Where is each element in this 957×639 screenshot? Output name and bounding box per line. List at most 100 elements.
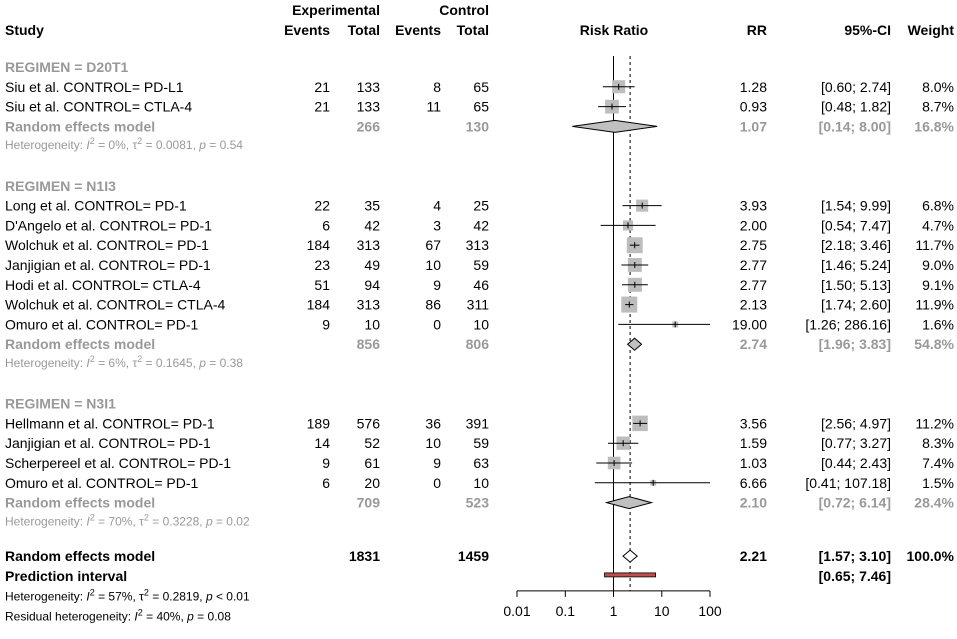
group-exp-total: 266 <box>357 118 381 134</box>
group-summary-label: Random effects model <box>5 495 155 511</box>
group-ci: [1.96; 3.83] <box>819 336 891 352</box>
study-name: Scherpereel et al. CONTROL= PD-1 <box>5 455 231 471</box>
rr-value: 2.75 <box>740 237 767 253</box>
group-diamond <box>626 337 643 351</box>
group-ctl-total: 130 <box>466 118 490 134</box>
group-exp-total: 856 <box>357 336 381 352</box>
ctl-total: 313 <box>466 237 490 253</box>
ctl-total: 59 <box>473 257 489 273</box>
group-ctl-total: 806 <box>466 336 490 352</box>
exp-events: 184 <box>307 297 331 313</box>
overall-ci: [1.57; 3.10] <box>819 548 891 564</box>
column-headers: Study Experimental Events Total Control … <box>5 2 954 38</box>
group-heterogeneity: Heterogeneity: I2 = 70%, τ2 = 0.3228, p … <box>5 512 250 528</box>
rr-value: 2.77 <box>740 277 767 293</box>
weight-value: 9.1% <box>922 277 954 293</box>
group-rr: 1.07 <box>740 118 767 134</box>
group-diamond <box>572 119 658 133</box>
exp-total: 133 <box>357 99 381 115</box>
ctl-events: 10 <box>425 257 441 273</box>
exp-events: 184 <box>307 237 331 253</box>
axis-tick-label: 0.01 <box>503 603 530 619</box>
ctl-total: 42 <box>473 217 489 233</box>
weight-value: 8.3% <box>922 435 954 451</box>
group-heterogeneity: Heterogeneity: I2 = 0%, τ2 = 0.0081, p =… <box>5 136 243 152</box>
rr-value: 19.00 <box>732 316 767 332</box>
ctl-events: 36 <box>425 415 441 431</box>
group-label: REGIMEN = D20T1 <box>5 59 129 75</box>
study-name: Janjigian et al. CONTROL= PD-1 <box>5 435 211 451</box>
reference-lines <box>613 56 631 591</box>
rr-value: 1.59 <box>740 435 767 451</box>
axis-tick-label: 1 <box>610 603 618 619</box>
exp-total: 313 <box>357 237 381 253</box>
study-name: Long et al. CONTROL= PD-1 <box>5 198 187 214</box>
ctl-total: 63 <box>473 455 489 471</box>
ctl-total: 10 <box>473 475 489 491</box>
overall-weight: 100.0% <box>907 548 955 564</box>
ctl-total: 65 <box>473 79 489 95</box>
weight-value: 11.9% <box>915 297 954 313</box>
rr-value: 1.28 <box>740 79 767 95</box>
x-axis: 0.01 0.1 1 10 100 <box>503 590 722 619</box>
study-name: Siu et al. CONTROL= PD-L1 <box>5 79 184 95</box>
ctl-events: 3 <box>433 217 441 233</box>
header-control: Control <box>439 2 489 18</box>
study-name: Wolchuk et al. CONTROL= PD-1 <box>5 237 209 253</box>
ctl-events: 4 <box>433 198 441 214</box>
overall-diamond <box>622 549 638 563</box>
ctl-events: 67 <box>425 237 441 253</box>
header-ctl-events: Events <box>395 22 441 38</box>
exp-events: 14 <box>314 435 330 451</box>
exp-events: 6 <box>322 475 330 491</box>
weight-value: 4.7% <box>922 217 954 233</box>
study-name: Janjigian et al. CONTROL= PD-1 <box>5 257 211 273</box>
prediction-ci: [0.65; 7.46] <box>819 568 891 584</box>
ctl-events: 0 <box>433 475 441 491</box>
exp-total: 42 <box>364 217 380 233</box>
exp-total: 313 <box>357 297 381 313</box>
exp-events: 22 <box>314 198 330 214</box>
header-experimental: Experimental <box>292 2 380 18</box>
ci-value: [0.54; 7.47] <box>821 217 891 233</box>
weight-value: 6.8% <box>922 198 954 214</box>
overall-exp-total: 1831 <box>349 548 380 564</box>
header-exp-total: Total <box>348 22 380 38</box>
group-summary-label: Random effects model <box>5 336 155 352</box>
rr-value: 2.00 <box>740 217 767 233</box>
group-weight: 54.8% <box>914 336 954 352</box>
ctl-events: 9 <box>433 455 441 471</box>
rr-value: 3.93 <box>740 198 767 214</box>
overall-rr: 2.21 <box>740 548 767 564</box>
study-name: Hellmann et al. CONTROL= PD-1 <box>5 415 215 431</box>
group-exp-total: 709 <box>357 495 381 511</box>
ctl-events: 9 <box>433 277 441 293</box>
header-ci: 95%-CI <box>844 22 891 38</box>
exp-events: 189 <box>307 415 331 431</box>
exp-total: 49 <box>364 257 380 273</box>
study-name: Wolchuk et al. CONTROL= CTLA-4 <box>5 297 226 313</box>
weight-value: 1.6% <box>922 316 954 332</box>
group-rr: 2.74 <box>740 336 767 352</box>
ci-value: [0.77; 3.27] <box>821 435 891 451</box>
rr-value: 6.66 <box>740 475 767 491</box>
ci-value: [0.44; 2.43] <box>821 455 891 471</box>
exp-total: 35 <box>364 198 380 214</box>
axis-tick-label: 100 <box>698 603 722 619</box>
weight-value: 7.4% <box>922 455 954 471</box>
ci-value: [1.50; 5.13] <box>821 277 891 293</box>
exp-events: 21 <box>314 79 330 95</box>
header-ctl-total: Total <box>457 22 489 38</box>
exp-total: 133 <box>357 79 381 95</box>
rr-value: 2.77 <box>740 257 767 273</box>
header-weight: Weight <box>908 22 955 38</box>
ctl-events: 0 <box>433 316 441 332</box>
ctl-total: 311 <box>467 297 490 313</box>
header-study: Study <box>5 22 44 38</box>
group-summary-label: Random effects model <box>5 118 155 134</box>
ctl-events: 10 <box>425 435 441 451</box>
weight-value: 11.2% <box>915 415 954 431</box>
group-ci: [0.72; 6.14] <box>819 495 891 511</box>
exp-total: 10 <box>364 316 380 332</box>
